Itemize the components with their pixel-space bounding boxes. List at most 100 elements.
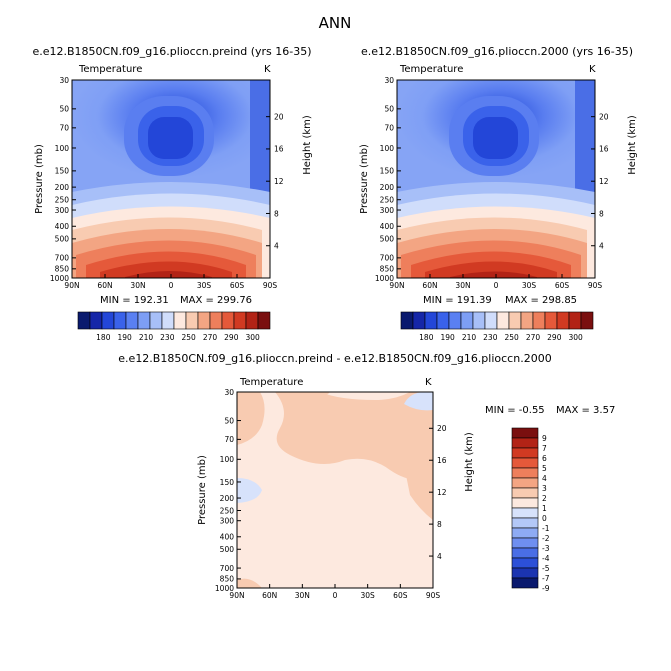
panel-b-colorbar: 180 190 210 230 250 270 290 300: [400, 311, 594, 342]
panel-b-colorbar-swatch: [448, 311, 462, 330]
panel-a-colorbar-swatch: [173, 311, 187, 330]
panel-c-y2tick-label: 12: [437, 488, 447, 497]
panel-a-y2label: Height (km): [302, 115, 313, 175]
panel-c-ytick-label: 100: [220, 455, 235, 464]
panel-a-variable: Temperature: [78, 64, 142, 75]
panel-c-xtick-label: 90S: [426, 591, 441, 600]
panel-b-ytick-label: 700: [380, 254, 395, 263]
panel-c-colorbar-swatch: [511, 427, 539, 439]
panel-c-y2tick-label: 4: [437, 552, 442, 561]
panel-b-colorbar-label: 180: [419, 333, 434, 342]
panel-b-y2tick-label: 20: [599, 112, 609, 121]
panel-b-y2tick-label: 4: [599, 242, 604, 251]
panel-b-min: MIN = 191.39: [423, 295, 492, 306]
panel-b-colorbar-swatch: [580, 311, 594, 330]
panel-a-ytick-label: 100: [55, 144, 70, 153]
panel-a-colorbar-label: 210: [139, 333, 154, 342]
panel-a-colorbar: 180 190 210 230 250 270 290 300: [77, 311, 271, 342]
panel-c-y2tick-label: 16: [437, 456, 447, 465]
panel-c-colorbar-swatch: [511, 527, 539, 539]
panel-c-ytick-label: 400: [220, 533, 235, 542]
panel-b-xtick-label: 90S: [588, 281, 603, 290]
figure-title: ANN: [319, 14, 352, 32]
panel-a-ytick-label: 250: [55, 196, 70, 205]
panel-a-ytick-label: 200: [55, 183, 70, 192]
panel-a-title: e.e12.B1850CN.f09_g16.plioccn.preind (yr…: [32, 45, 311, 58]
panel-c-colorbar-label: 4: [542, 474, 547, 483]
panel-a-ytick-label: 70: [59, 124, 69, 133]
panel-b-colorbar-swatch: [424, 311, 438, 330]
panel-b-ytick-label: 100: [380, 144, 395, 153]
panel-a-ytick-label: 700: [55, 254, 70, 263]
panel-a-xtick-label: 60S: [230, 281, 245, 290]
panel-c-xtick-label: 60N: [262, 591, 277, 600]
panel-b-colorbar-swatch: [520, 311, 534, 330]
panel-c-colorbar-label: 5: [542, 464, 547, 473]
panel-c-colorbar-swatch: [511, 467, 539, 479]
panel-a-ytick-label: 500: [55, 235, 70, 244]
panel-b-colorbar-swatch: [436, 311, 450, 330]
panel-c-colorbar-swatch: [511, 457, 539, 469]
panel-b-colorbar-swatch: [472, 311, 486, 330]
panel-a-axes: 3050701001502002503004005007008501000481…: [50, 76, 284, 290]
panel-c-y2tick-label: 8: [437, 520, 442, 529]
panel-a-colorbar-swatch: [197, 311, 211, 330]
panel-a-colorbar-swatch: [257, 311, 271, 330]
panel-c-ytick-label: 250: [220, 506, 235, 515]
panel-c-ytick-label: 700: [220, 564, 235, 573]
panel-a-colorbar-swatch: [101, 311, 115, 330]
panel-c-xtick-label: 90N: [229, 591, 244, 600]
panel-a-colorbar-swatch: [221, 311, 235, 330]
panel-c-y2tick-label: 20: [437, 424, 447, 433]
panel-b-y2label: Height (km): [627, 115, 638, 175]
panel-c-ytick-label: 500: [220, 545, 235, 554]
panel-b-colorbar-swatch: [400, 311, 414, 330]
panel-a-colorbar-label: 190: [118, 333, 133, 342]
panel-c-colorbar-label: 2: [542, 494, 547, 503]
panel-b-axes: 3050701001502002503004005007008501000481…: [375, 76, 609, 290]
panel-b-xtick-label: 0: [494, 281, 499, 290]
panel-a-colorbar-swatch: [245, 311, 259, 330]
panel-c-xtick-label: 30N: [295, 591, 310, 600]
panel-c-title: e.e12.B1850CN.f09_g16.plioccn.preind - e…: [118, 352, 551, 365]
panel-c-colorbar-swatch: [511, 557, 539, 569]
panel-b-colorbar-swatch: [556, 311, 570, 330]
panel-b-ytick-label: 300: [380, 206, 395, 215]
panel-b-colorbar-label: 190: [441, 333, 456, 342]
panel-c-colorbar-label: 7: [542, 444, 547, 453]
panel-b-colorbar-swatch: [508, 311, 522, 330]
panel-b-y2tick-label: 12: [599, 177, 609, 186]
panel-b-y2tick-label: 16: [599, 145, 609, 154]
panel-c-colorbar-label: -7: [542, 574, 550, 583]
panel-c-colorbar-swatch: [511, 477, 539, 489]
panel-c-ytick-label: 1000: [215, 584, 234, 593]
panel-c-colorbar-label: 1: [542, 504, 547, 513]
panel-b-xtick-label: 90N: [389, 281, 404, 290]
panel-c-colorbar-swatch: [511, 497, 539, 509]
panel-c-colorbar-label: -4: [542, 554, 550, 563]
panel-a-colorbar-swatch: [209, 311, 223, 330]
panel-b-colorbar-swatch: [484, 311, 498, 330]
panel-c-ytick-label: 850: [220, 575, 235, 584]
panel-a-xtick-label: 90N: [64, 281, 79, 290]
panel-a-ylabel: Pressure (mb): [34, 144, 45, 214]
panel-a-ytick-label: 150: [55, 167, 70, 176]
panel-a-xtick-label: 30S: [197, 281, 212, 290]
panel-b-colorbar-swatch: [496, 311, 510, 330]
panel-a-ytick-label: 300: [55, 206, 70, 215]
panel-c-ytick-label: 300: [220, 517, 235, 526]
panel-a-colorbar-swatch: [161, 311, 175, 330]
panel-b-ytick-label: 200: [380, 183, 395, 192]
panel-b-ytick-label: 1000: [375, 274, 394, 283]
panel-b-ytick-label: 30: [384, 76, 394, 85]
panel-b-ytick-label: 500: [380, 235, 395, 244]
panel-c-colorbar-label: 3: [542, 484, 547, 493]
panel-a-ytick-label: 50: [59, 105, 69, 114]
panel-c-ytick-label: 30: [224, 388, 234, 397]
panel-a-xtick-label: 0: [169, 281, 174, 290]
panel-a-colorbar-label: 230: [160, 333, 175, 342]
panel-a-colorbar-label: 300: [246, 333, 261, 342]
panel-c-colorbar-swatch: [511, 517, 539, 529]
